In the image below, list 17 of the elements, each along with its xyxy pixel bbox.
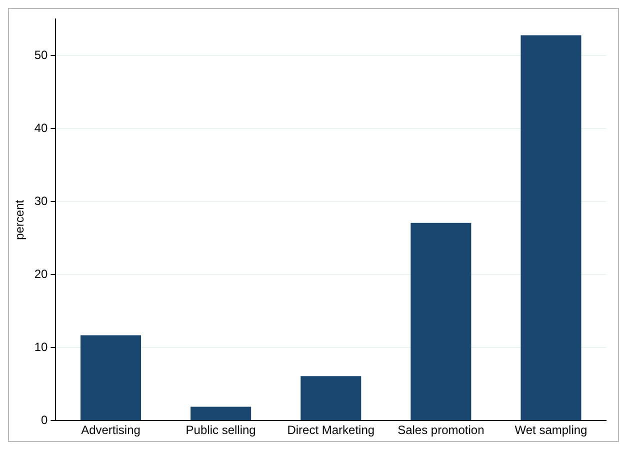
- bar: [300, 376, 362, 420]
- x-tick-label: Wet sampling: [514, 423, 588, 438]
- bar: [520, 35, 582, 420]
- y-tick-label: 10: [34, 340, 48, 354]
- x-tick-label: Public selling: [186, 423, 256, 438]
- x-tick-label: Sales promotion: [398, 423, 484, 438]
- y-tick-label: 40: [34, 120, 48, 135]
- y-tick-label: 20: [34, 266, 48, 281]
- y-tick-label: 30: [34, 194, 48, 208]
- y-axis-title: percent: [12, 199, 27, 240]
- bar: [190, 406, 252, 420]
- y-tick-label: 0: [41, 412, 48, 427]
- bar: [80, 335, 142, 420]
- x-tick-label: Advertising: [81, 423, 140, 438]
- bar: [410, 222, 472, 420]
- x-tick-label: Direct Marketing: [287, 423, 375, 438]
- y-tick-label: 50: [34, 48, 48, 62]
